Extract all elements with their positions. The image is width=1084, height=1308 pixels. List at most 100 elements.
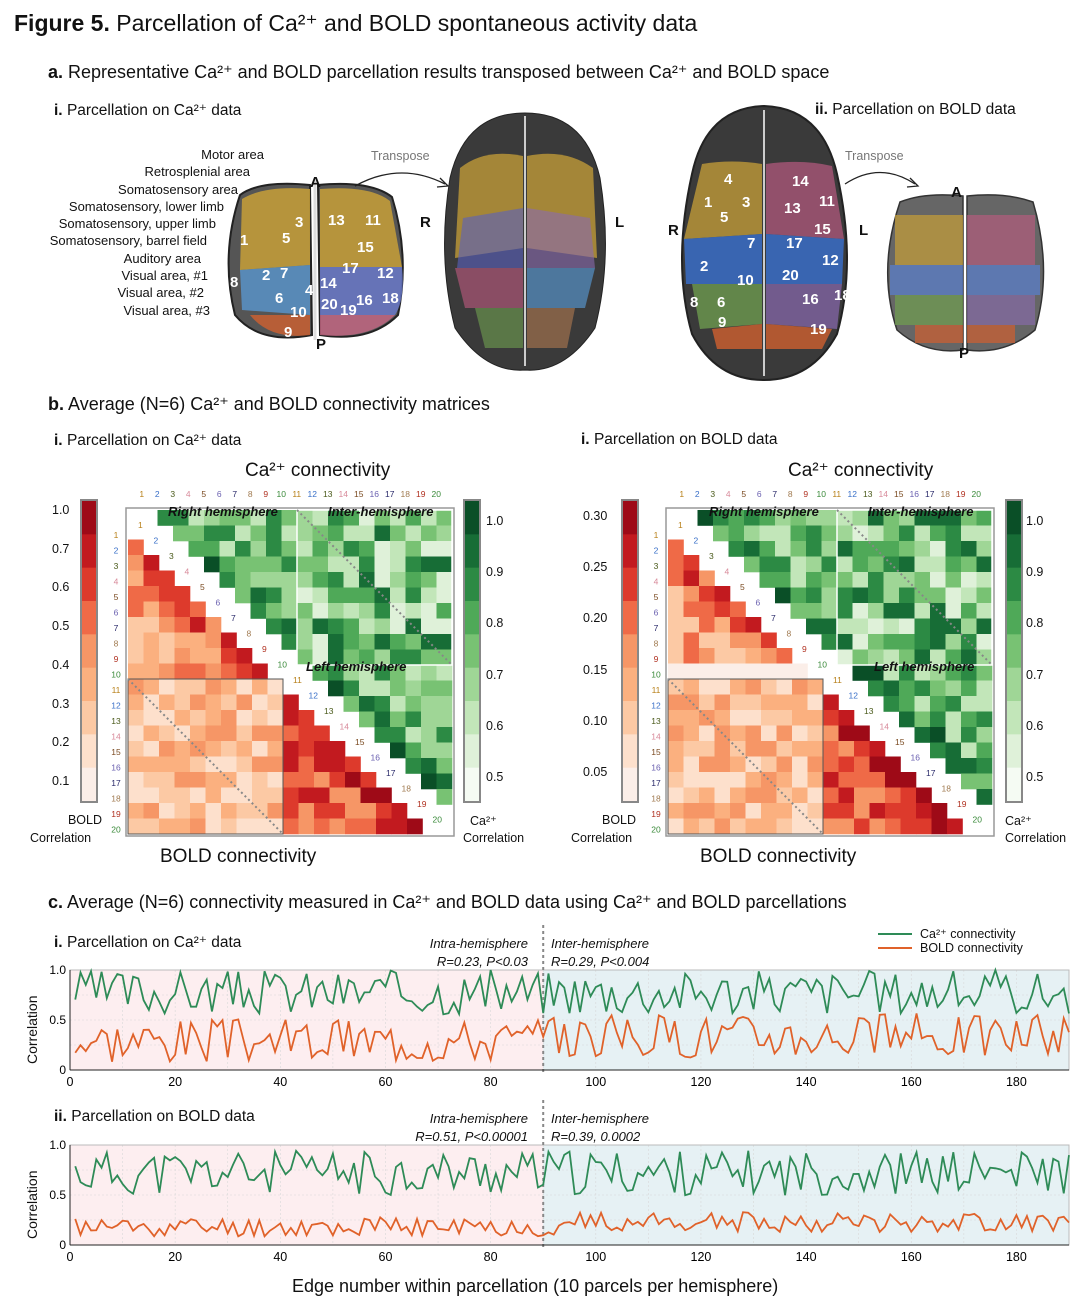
diagonal-label: 4	[725, 567, 730, 577]
transpose-arrow-icon	[354, 172, 450, 188]
matrix-ii-bottom-title: BOLD connectivity	[700, 846, 857, 867]
parcel-number: 7	[280, 265, 288, 282]
matrix-cell	[297, 572, 313, 588]
x-tick-label: 180	[1006, 1250, 1027, 1264]
matrix-cell	[883, 665, 900, 681]
matrix-row-label: 15	[111, 747, 121, 757]
matrix-cell	[359, 541, 375, 557]
matrix-cell	[961, 525, 977, 542]
matrix-cell	[436, 758, 453, 774]
matrix-cell	[761, 772, 777, 788]
colorbar-step	[1007, 601, 1021, 635]
matrix-cell	[266, 603, 282, 619]
matrix-cell	[205, 710, 222, 726]
matrix-cell	[823, 741, 839, 757]
matrix-cell	[699, 570, 715, 587]
colorbar-step	[1007, 534, 1021, 569]
panel-a-i-title: i. Parcellation on Ca²⁺ data	[54, 102, 242, 119]
matrix-cell	[699, 648, 715, 664]
matrix-cell	[374, 572, 391, 588]
x-tick-label: 20	[168, 1250, 182, 1264]
matrix-row-label: 11	[112, 685, 121, 695]
matrix-cell	[436, 742, 453, 759]
matrix-cell	[683, 818, 700, 835]
matrix-cell	[976, 665, 993, 681]
matrix-cell	[436, 649, 453, 666]
ca-colorbar-ticks: 1.0 0.9 0.8 0.7 0.6 0.5	[486, 496, 503, 803]
matrix-cell	[761, 756, 777, 773]
matrix-cell	[390, 742, 406, 759]
matrix-cell	[976, 525, 993, 542]
matrix-cell	[852, 634, 869, 650]
matrix-cell	[221, 710, 237, 726]
matrix-cell	[190, 818, 206, 835]
orient-left: L	[615, 214, 625, 231]
matrix-cell	[899, 603, 915, 619]
parcel-number: 4	[724, 171, 733, 188]
matrix-col-label: 14	[339, 489, 349, 499]
matrix-cell	[236, 741, 253, 757]
matrix-cell	[806, 525, 822, 542]
matrix-cell	[930, 556, 946, 573]
matrix-cell	[668, 539, 684, 556]
parcel-number: 4	[305, 282, 314, 299]
matrix-cell	[297, 618, 313, 635]
matrix-cell	[343, 649, 360, 666]
matrix-row-label: 3	[654, 561, 659, 571]
inter-diagonal	[296, 509, 453, 666]
matrix-cell	[823, 818, 839, 835]
matrix-cell	[730, 679, 746, 695]
matrix-cell	[790, 572, 807, 588]
matrix-cell	[128, 818, 144, 835]
matrix-cell	[883, 680, 900, 697]
matrix-cell	[128, 617, 144, 633]
matrix-cell	[252, 756, 268, 773]
colorbar-step	[1007, 501, 1021, 535]
x-axis-label: Edge number within parcellation (10 parc…	[292, 1276, 779, 1296]
bold-corr-label: BOLD	[602, 813, 637, 827]
bold-corr-label: Correlation	[30, 831, 92, 845]
matrix-cell	[436, 711, 453, 728]
matrix-cell	[283, 694, 299, 711]
matrix-cell	[236, 648, 253, 664]
matrix-col-label: 2	[155, 489, 160, 499]
matrix-cell	[790, 603, 807, 619]
matrix-cell	[883, 587, 900, 604]
parcel-number: 8	[230, 274, 238, 291]
inter-hemi-frame-lower	[127, 678, 284, 835]
matrix-cell	[683, 555, 700, 571]
matrix-cell	[390, 727, 406, 743]
parcel-number: 18	[382, 290, 399, 307]
matrix-cell	[899, 649, 915, 666]
matrix-cell	[250, 525, 267, 542]
ca-colorbar	[1005, 499, 1023, 803]
matrix-cell	[421, 556, 437, 573]
matrix-cell	[190, 710, 206, 726]
matrix-cell	[267, 756, 284, 773]
matrix-cell	[806, 603, 822, 619]
ii-intra-stat: R=0.51, P<0.00001	[415, 1129, 528, 1144]
matrix-cell	[745, 617, 762, 633]
matrix-cell	[297, 541, 313, 557]
i-intra-label: Intra-hemisphere	[429, 936, 528, 951]
matrix-cell	[188, 510, 205, 526]
matrix-cell	[314, 741, 330, 757]
matrix-cell	[930, 665, 946, 681]
matrix-cell	[838, 772, 855, 788]
x-tick-label: 60	[379, 1250, 393, 1264]
matrix-i-top-title: Ca²⁺ connectivity	[245, 460, 391, 481]
matrix-cell	[883, 603, 900, 619]
ca-connectivity-line	[74, 1148, 1070, 1197]
matrix-cell	[821, 618, 838, 635]
matrix-cell	[421, 665, 437, 681]
matrix-cell	[821, 587, 838, 604]
matrix-cell	[823, 803, 839, 819]
matrix-row-label: 14	[111, 731, 121, 741]
matrix-cell	[159, 648, 175, 664]
matrix-cell	[267, 803, 284, 819]
diagonal-label: 7	[771, 613, 776, 623]
matrix-cell	[188, 525, 205, 542]
colorbar-step	[623, 534, 637, 569]
matrix-cell	[190, 601, 206, 618]
matrix-cell	[792, 663, 808, 680]
